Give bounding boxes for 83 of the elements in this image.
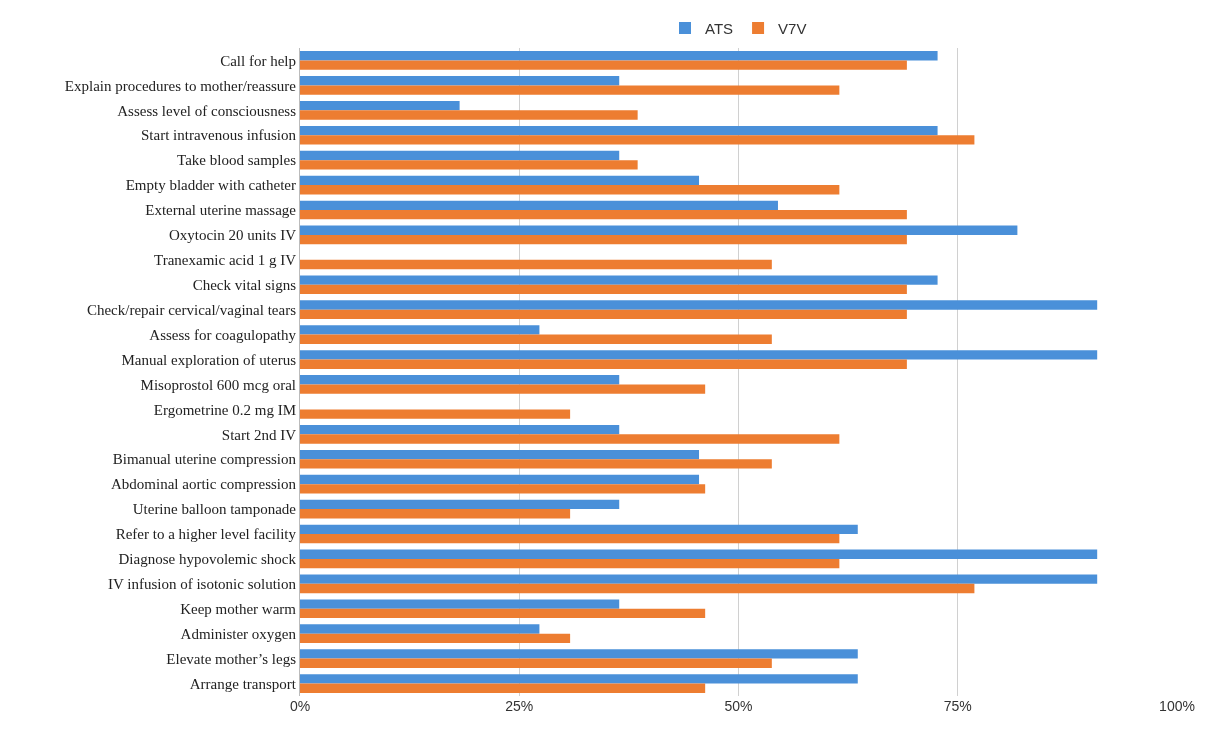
bar xyxy=(300,175,700,186)
bar xyxy=(300,100,460,111)
bar xyxy=(300,110,638,120)
y-tick-label: Check vital signs xyxy=(192,277,297,294)
y-tick-label: Manual exploration of uterus xyxy=(121,351,297,368)
bar xyxy=(300,583,975,594)
y-tick-label: IV infusion of isotonic solution xyxy=(107,576,297,593)
bar xyxy=(300,210,907,220)
bar xyxy=(300,150,620,161)
y-tick-label: Elevate mother’s legs xyxy=(166,650,297,667)
x-tick-label: 100% xyxy=(1159,698,1195,714)
y-tick-label: Refer to a higher level facility xyxy=(115,526,297,543)
bar xyxy=(300,459,772,469)
y-tick-label: Explain procedures to mother/reassure xyxy=(64,77,297,94)
bar xyxy=(300,85,840,95)
y-tick-label: Oxytocin 20 units IV xyxy=(168,227,297,244)
bar xyxy=(300,125,938,136)
bar xyxy=(300,658,772,668)
bar xyxy=(300,275,938,285)
bar xyxy=(300,574,1098,584)
bar xyxy=(300,284,907,295)
legend-label: V7V xyxy=(778,19,807,37)
y-tick-label: External uterine massage xyxy=(145,202,297,219)
y-tick-label: Assess level of consciousness xyxy=(117,102,297,119)
bar xyxy=(300,649,858,659)
bar xyxy=(300,409,571,419)
bar xyxy=(300,633,571,644)
bar xyxy=(300,534,840,544)
bar xyxy=(300,474,700,485)
x-tick-label: 50% xyxy=(724,698,753,714)
bar xyxy=(300,259,772,270)
bar xyxy=(300,683,706,693)
y-tick-label: Assess for coagulopathy xyxy=(149,326,297,343)
y-tick-label: Take blood samples xyxy=(177,152,297,169)
bar xyxy=(300,449,700,460)
bar xyxy=(300,549,1098,559)
y-tick-label: Ergometrine 0.2 mg IM xyxy=(153,401,296,418)
bar xyxy=(300,674,858,684)
bar xyxy=(300,384,706,394)
y-tick-label: Abdominal aortic compression xyxy=(111,476,297,493)
y-tick-label: Check/repair cervical/vaginal tears xyxy=(86,301,297,318)
y-tick-label: Diagnose hypovolemic shock xyxy=(118,551,297,568)
bar xyxy=(300,51,938,61)
bar xyxy=(300,499,620,510)
y-tick-label: Bimanual uterine compression xyxy=(112,451,297,468)
bar xyxy=(300,185,840,195)
bar xyxy=(300,509,571,519)
y-tick-label: Keep mother warm xyxy=(180,601,297,618)
y-tick-label: Administer oxygen xyxy=(180,625,297,642)
bar xyxy=(300,624,540,634)
bar xyxy=(300,325,540,335)
y-tick-label: Empty bladder with catheter xyxy=(125,177,296,194)
y-tick-label: Uterine balloon tamponade xyxy=(132,501,297,518)
bar xyxy=(300,300,1098,310)
bar xyxy=(300,76,620,86)
bar xyxy=(300,359,907,369)
legend-label: ATS xyxy=(705,19,734,37)
bar xyxy=(300,309,907,320)
y-tick-label: Start intravenous infusion xyxy=(141,127,297,144)
y-tick-label: Call for help xyxy=(220,52,296,69)
bar xyxy=(300,424,620,435)
bar xyxy=(300,60,907,70)
bar xyxy=(300,160,638,170)
bar xyxy=(300,375,620,385)
y-tick-label: Arrange transport xyxy=(189,675,297,692)
bar xyxy=(300,484,706,494)
x-tick-label: 25% xyxy=(505,698,534,714)
y-tick-label: Start 2nd IV xyxy=(221,426,297,443)
bar xyxy=(300,200,778,210)
y-tick-label: Tranexamic acid 1 g IV xyxy=(154,252,297,269)
x-tick-label: 75% xyxy=(943,698,972,714)
bar xyxy=(300,608,706,619)
bar xyxy=(300,234,907,245)
bar xyxy=(300,558,840,569)
bar xyxy=(300,225,1018,235)
bar xyxy=(300,350,1098,360)
bar xyxy=(300,135,975,145)
y-tick-label: Misoprostol 600 mcg oral xyxy=(140,376,296,393)
bar xyxy=(300,334,772,344)
bar xyxy=(300,434,840,444)
x-tick-label: 0% xyxy=(289,698,311,714)
bar xyxy=(300,599,620,609)
bar xyxy=(300,524,858,534)
